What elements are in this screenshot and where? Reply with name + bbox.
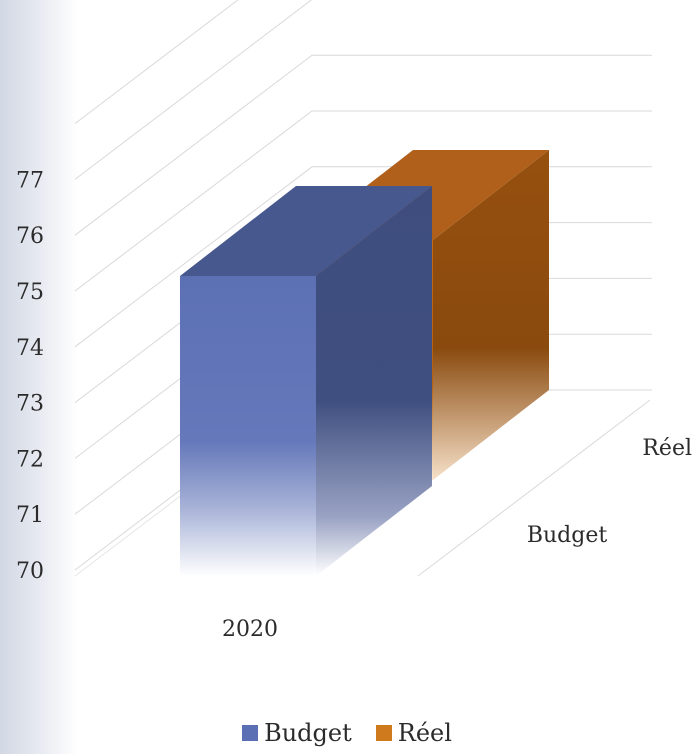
- bar-side-reel: [433, 150, 549, 480]
- y-tick-label: 70: [16, 559, 44, 584]
- y-tick-label: 75: [16, 280, 44, 305]
- legend-item-reel: Réel: [375, 719, 452, 747]
- y-tick-label: 73: [16, 392, 44, 417]
- depth-axis-line: [417, 399, 651, 577]
- y-tick-label: 77: [16, 168, 44, 193]
- x-axis-labels: 2020 Budget Réel: [222, 436, 692, 642]
- x-category-label: 2020: [222, 617, 278, 642]
- y-tick-label: 74: [16, 336, 44, 361]
- bar-side-budget: [316, 186, 432, 576]
- gridline: [74, 0, 313, 180]
- gridline: [74, 54, 652, 236]
- depth-label-reel: Réel: [642, 436, 692, 461]
- legend-swatch-reel: [375, 725, 392, 741]
- bars: [180, 150, 549, 576]
- bar-top-budget: [180, 186, 432, 276]
- bar-front-budget: [180, 276, 316, 576]
- y-axis-ticks: 70 71 72 73 74 75 76 77: [16, 168, 44, 584]
- legend: Budget Réel: [0, 718, 694, 748]
- page-side-shade: [0, 0, 78, 754]
- y-tick-label: 72: [16, 447, 44, 472]
- legend-item-budget: Budget: [242, 719, 352, 747]
- bar-budget: [180, 186, 432, 576]
- gridline: [74, 110, 652, 292]
- legend-label-budget: Budget: [264, 719, 352, 747]
- legend-label-reel: Réel: [397, 719, 452, 747]
- gridline: [74, 0, 239, 124]
- legend-swatch-budget: [242, 725, 259, 741]
- y-tick-label: 71: [16, 503, 44, 528]
- depth-label-budget: Budget: [527, 523, 608, 548]
- y-tick-label: 76: [16, 224, 44, 249]
